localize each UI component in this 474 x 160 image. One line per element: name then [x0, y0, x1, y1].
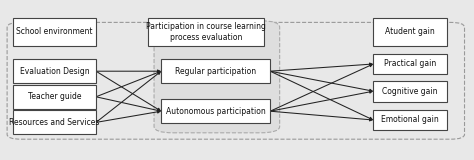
Text: Regular participation: Regular participation	[175, 67, 256, 76]
FancyBboxPatch shape	[373, 81, 447, 102]
FancyBboxPatch shape	[13, 110, 96, 134]
Text: School environment: School environment	[16, 28, 93, 36]
FancyBboxPatch shape	[161, 99, 270, 123]
FancyBboxPatch shape	[148, 18, 264, 46]
FancyBboxPatch shape	[13, 85, 96, 109]
Text: Emotional gain: Emotional gain	[381, 116, 439, 124]
Text: Teacher guide: Teacher guide	[28, 92, 81, 101]
FancyBboxPatch shape	[373, 110, 447, 130]
Text: Practical gain: Practical gain	[384, 60, 436, 68]
Text: Resources and Services: Resources and Services	[9, 118, 100, 127]
FancyBboxPatch shape	[373, 54, 447, 74]
FancyBboxPatch shape	[154, 21, 280, 133]
Text: Participation in course learning
process evaluation: Participation in course learning process…	[146, 22, 266, 42]
Text: Cognitive gain: Cognitive gain	[382, 87, 438, 96]
Text: Evaluation Design: Evaluation Design	[20, 67, 89, 76]
FancyBboxPatch shape	[7, 22, 465, 139]
FancyBboxPatch shape	[373, 18, 447, 46]
Text: Autonomous participation: Autonomous participation	[166, 107, 265, 116]
FancyBboxPatch shape	[161, 59, 270, 83]
Text: Atudent gain: Atudent gain	[385, 28, 435, 36]
FancyBboxPatch shape	[13, 59, 96, 83]
FancyBboxPatch shape	[13, 18, 96, 46]
